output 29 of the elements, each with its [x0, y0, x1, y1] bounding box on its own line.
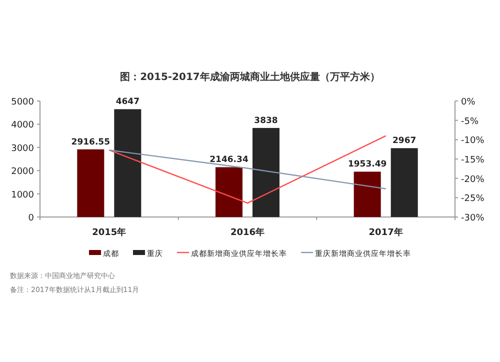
chart-title: 图：2015-2017年成渝两城商业土地供应量（万平方米） — [120, 71, 380, 83]
bar — [252, 128, 280, 217]
bar — [114, 109, 142, 217]
y2-tick-label: -30% — [461, 214, 485, 224]
y-tick-label: 2000 — [11, 167, 34, 178]
data-label: 4647 — [116, 97, 140, 108]
x-tick-label: 2016年 — [230, 227, 265, 238]
y2-tick-label: -5% — [461, 116, 479, 127]
data-label: 3838 — [254, 116, 278, 126]
data-label: 2916.55 — [71, 137, 110, 148]
y2-tick-label: -20% — [461, 174, 485, 185]
y2-tick-label: -25% — [461, 194, 485, 204]
y2-tick-label: 0% — [461, 98, 476, 108]
data-label: 1953.49 — [348, 160, 387, 170]
y-tick-label: 0 — [28, 214, 34, 224]
bar — [216, 167, 242, 217]
bar — [354, 172, 381, 217]
y2-tick-label: -10% — [461, 136, 485, 146]
x-tick-label: 2017年 — [368, 227, 403, 238]
x-tick-label: 2015年 — [92, 227, 126, 238]
bar — [77, 149, 104, 217]
data-label: 2967 — [392, 136, 416, 146]
bar — [390, 148, 418, 217]
y2-tick-label: -15% — [461, 156, 485, 166]
y-tick-label: 1000 — [11, 190, 34, 200]
data-label: 2146.34 — [210, 155, 248, 166]
y-tick-label: 5000 — [11, 98, 34, 108]
y-tick-label: 4000 — [11, 120, 34, 131]
y-tick-label: 3000 — [11, 144, 34, 154]
